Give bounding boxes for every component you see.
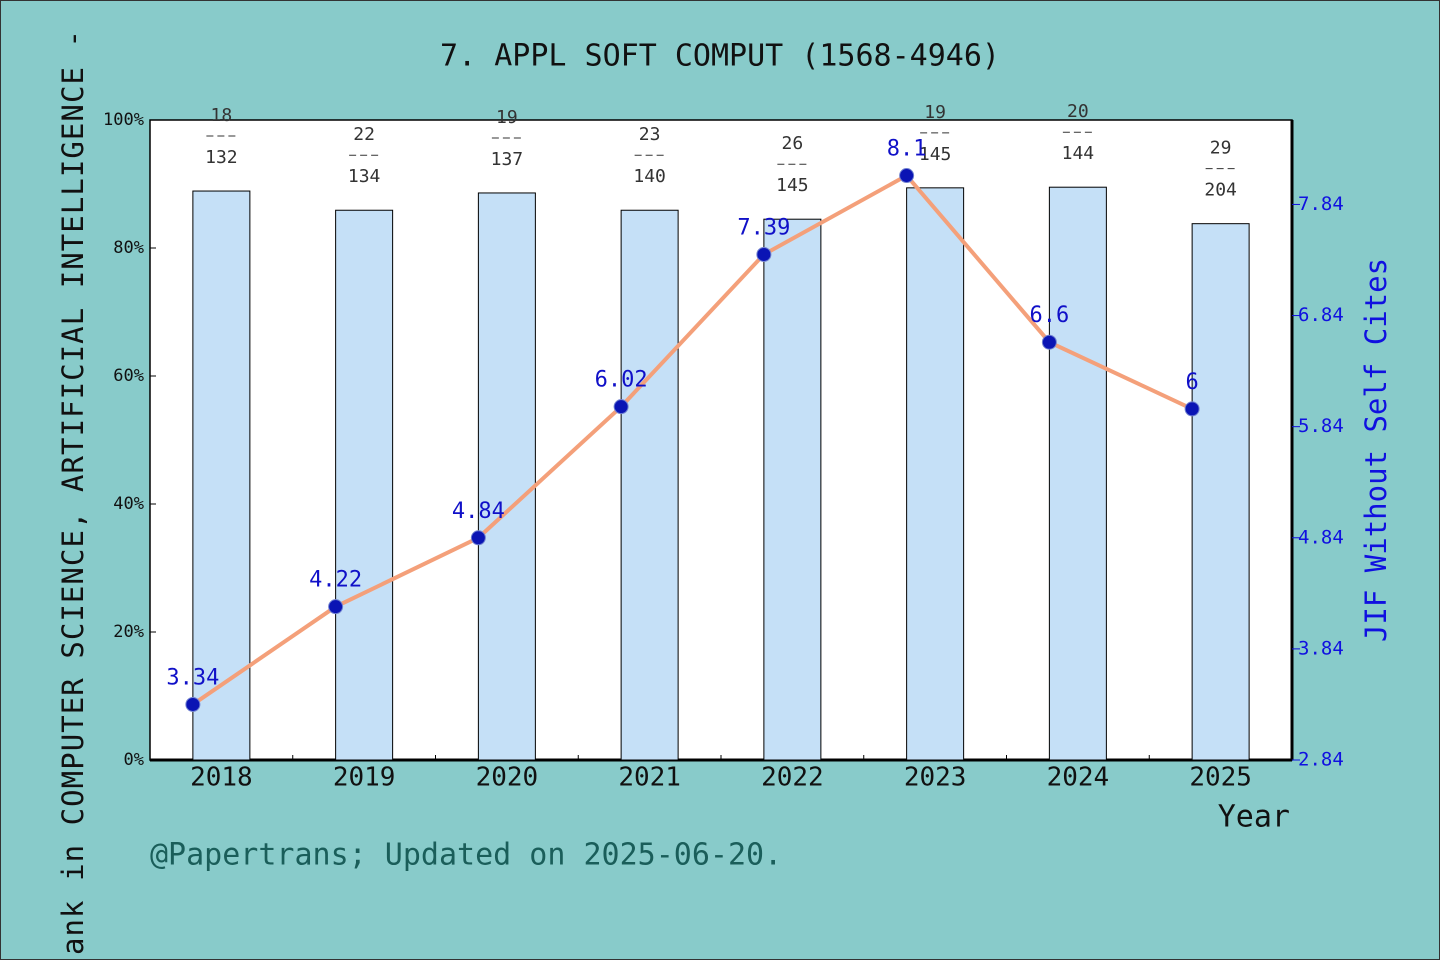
rank-label: 29: [1210, 138, 1232, 159]
rank-label: 19: [924, 102, 946, 123]
bar: [335, 209, 394, 761]
value-label: 8.1: [887, 137, 927, 162]
y-axis-label: ank in COMPUTER SCIENCE, ARTIFICIAL INTE…: [56, 30, 90, 955]
bar: [192, 190, 251, 761]
value-label: 4.84: [452, 499, 505, 524]
line-marker: [185, 696, 201, 712]
line-marker: [899, 168, 915, 184]
y2-tick-label: 4.84: [1298, 526, 1344, 548]
value-label: 3.34: [166, 665, 219, 690]
rank-total-label: 134: [348, 166, 381, 187]
value-label: 6.02: [595, 368, 648, 393]
rank-total-label: 145: [919, 144, 952, 165]
x-axis-label: Year: [1218, 800, 1290, 835]
y-tick-label: 20%: [113, 622, 144, 642]
value-label: 6.6: [1030, 303, 1070, 328]
rank-label: 18: [211, 105, 233, 126]
rank-label: 19: [496, 107, 518, 128]
value-label: 7.39: [737, 215, 790, 240]
x-tick-label: 2021: [618, 763, 681, 793]
x-tick-label: 2020: [476, 763, 539, 793]
line: [191, 173, 1193, 707]
line-marker: [1184, 401, 1200, 417]
bar: [1191, 223, 1250, 761]
rank-total-label: 145: [776, 175, 809, 196]
x-tick-label: 2024: [1047, 763, 1110, 793]
line-marker: [328, 599, 344, 615]
y-tick-label: 0%: [124, 750, 144, 770]
rank-total-label: 140: [633, 166, 666, 187]
x-tick-label: 2025: [1189, 763, 1252, 793]
value-label: 6: [1186, 370, 1199, 395]
line-marker: [756, 246, 772, 262]
y2-tick-label: 6.84: [1298, 304, 1344, 326]
y2-tick-label: 2.84: [1298, 749, 1344, 771]
y2-tick-label: 5.84: [1298, 415, 1344, 437]
y2-tick-label: 3.84: [1298, 637, 1344, 659]
x-tick-label: 2019: [333, 763, 396, 793]
bar: [763, 218, 822, 761]
rank-label: 23: [639, 124, 661, 145]
y-tick-label: 60%: [113, 366, 144, 386]
rank-label: 26: [782, 133, 804, 154]
rank-total-label: 137: [491, 149, 524, 170]
y2-axis-label: JIF Without Self Cites: [1359, 258, 1393, 642]
plot-area: [149, 119, 1293, 761]
y-tick-label: 100%: [103, 110, 144, 130]
bar: [1048, 186, 1107, 761]
bar: [620, 209, 679, 761]
rank-total-label: 204: [1204, 180, 1237, 201]
footer: @Papertrans; Updated on 2025-06-20.: [150, 838, 782, 873]
bar: [906, 187, 965, 761]
y2-tick-label: 7.84: [1298, 193, 1344, 215]
line-marker: [470, 530, 486, 546]
bar: [477, 192, 536, 761]
x-tick-label: 2022: [761, 763, 824, 793]
line-marker: [1041, 334, 1057, 350]
x-tick-label: 2023: [904, 763, 967, 793]
rank-total-label: 144: [1062, 143, 1095, 164]
value-label: 4.22: [309, 568, 362, 593]
y-tick-label: 40%: [113, 494, 144, 514]
chart-title: 7. APPL SOFT COMPUT (1568-4946): [440, 39, 1000, 74]
x-tick-label: 2018: [190, 763, 253, 793]
rank-total-label: 132: [205, 147, 238, 168]
rank-label: 22: [353, 124, 375, 145]
y-tick-label: 80%: [113, 238, 144, 258]
rank-label: 20: [1067, 101, 1089, 122]
line-marker: [613, 399, 629, 415]
